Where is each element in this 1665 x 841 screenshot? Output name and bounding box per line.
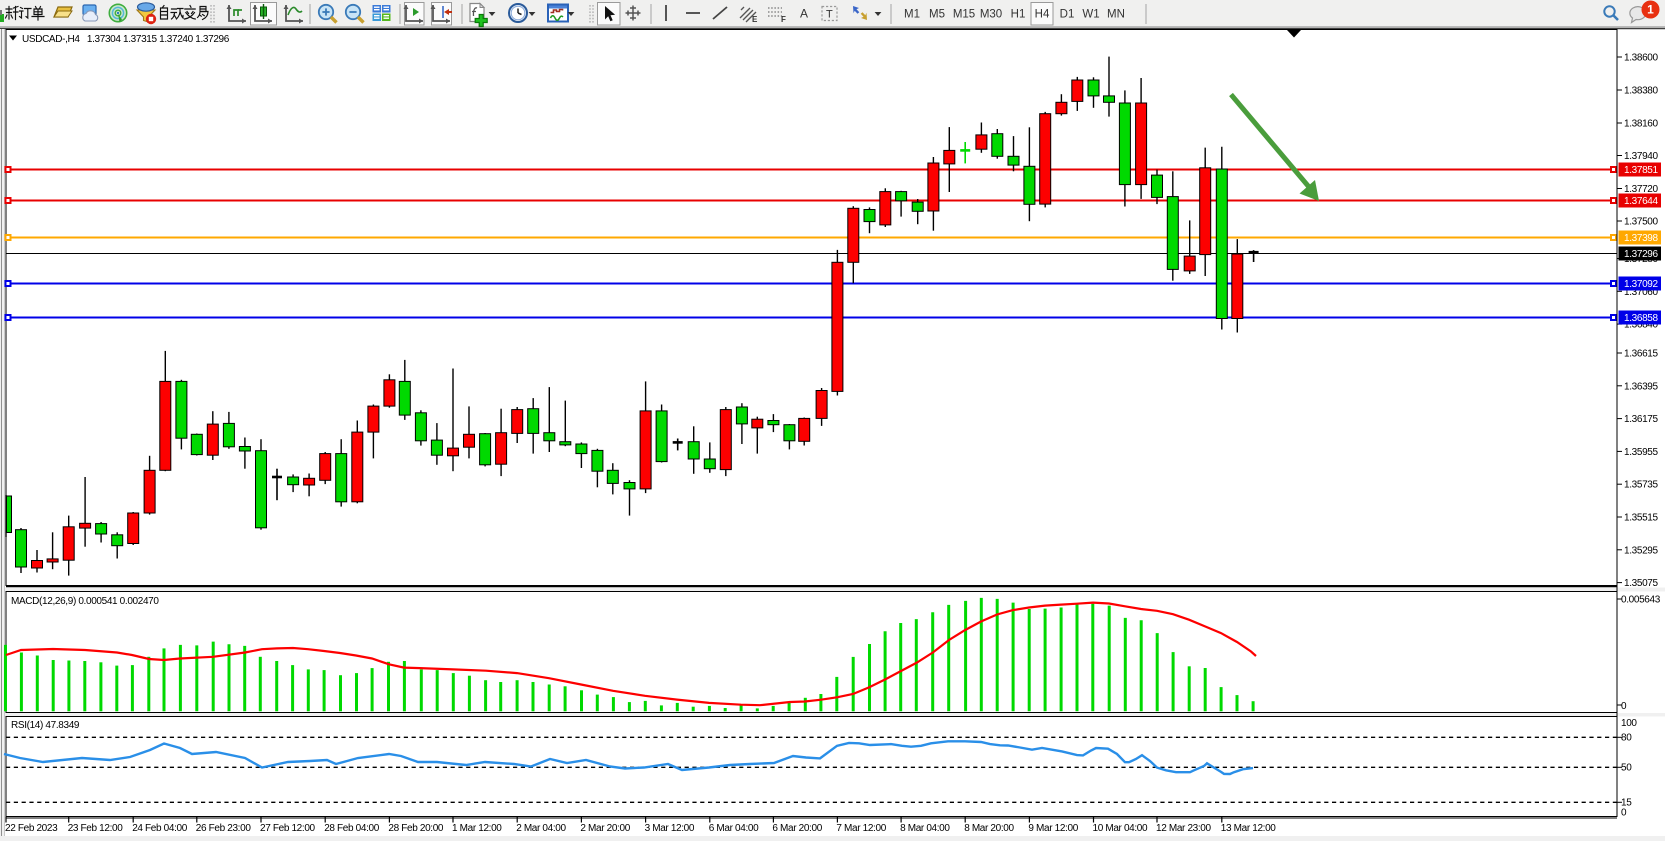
svg-text:1.38380: 1.38380 (1624, 86, 1658, 97)
svg-text:1.37500: 1.37500 (1624, 217, 1658, 228)
svg-text:1.37720: 1.37720 (1624, 184, 1658, 195)
svg-text:1.37398: 1.37398 (1624, 233, 1658, 244)
svg-text:0: 0 (1621, 701, 1627, 712)
svg-text:1.36840: 1.36840 (1624, 320, 1658, 331)
svg-text:M15: M15 (953, 9, 975, 21)
svg-text:E: E (752, 15, 758, 24)
svg-text:1.35075: 1.35075 (1624, 578, 1658, 589)
svg-text:1.38160: 1.38160 (1624, 119, 1658, 130)
svg-text:1.35295: 1.35295 (1624, 545, 1658, 556)
svg-text:8 Mar 20:00: 8 Mar 20:00 (964, 823, 1014, 834)
svg-text:USDCAD-,H4 1.37304 1.37315 1: USDCAD-,H4 1.37304 1.37315 1.37240 1.372… (22, 34, 230, 45)
svg-text:M5: M5 (929, 9, 945, 21)
svg-text:1.37940: 1.37940 (1624, 151, 1658, 162)
svg-text:1.36615: 1.36615 (1624, 349, 1658, 360)
svg-text:D1: D1 (1060, 9, 1075, 21)
svg-text:1: 1 (1647, 3, 1654, 17)
svg-text:23 Feb 12:00: 23 Feb 12:00 (68, 823, 124, 834)
svg-text:8 Mar 04:00: 8 Mar 04:00 (900, 823, 950, 834)
svg-text:1.38600: 1.38600 (1624, 53, 1658, 64)
svg-text:26 Feb 23:00: 26 Feb 23:00 (196, 823, 252, 834)
svg-text:2 Mar 04:00: 2 Mar 04:00 (516, 823, 566, 834)
svg-text:9 Mar 12:00: 9 Mar 12:00 (1028, 823, 1078, 834)
svg-text:12 Mar 23:00: 12 Mar 23:00 (1156, 823, 1212, 834)
svg-text:24 Feb 04:00: 24 Feb 04:00 (132, 823, 188, 834)
svg-text:1.36395: 1.36395 (1624, 381, 1658, 392)
svg-text:M30: M30 (980, 9, 1002, 21)
svg-text:M1: M1 (904, 9, 920, 21)
svg-text:W1: W1 (1082, 9, 1099, 21)
svg-text:A: A (800, 7, 808, 21)
svg-text:15: 15 (1621, 798, 1632, 809)
svg-text:6 Mar 04:00: 6 Mar 04:00 (709, 823, 759, 834)
svg-text:MACD(12,26,9) 0.000541 0.00247: MACD(12,26,9) 0.000541 0.002470 (11, 596, 159, 607)
svg-text:80: 80 (1621, 733, 1632, 744)
svg-text:1.35735: 1.35735 (1624, 480, 1658, 491)
svg-text:3 Mar 12:00: 3 Mar 12:00 (645, 823, 695, 834)
svg-text:50: 50 (1621, 763, 1632, 774)
svg-text:13 Mar 12:00: 13 Mar 12:00 (1221, 823, 1277, 834)
svg-text:0: 0 (1621, 808, 1627, 819)
svg-text:1 Mar 12:00: 1 Mar 12:00 (452, 823, 502, 834)
svg-text:H4: H4 (1035, 9, 1050, 21)
svg-text:27 Feb 12:00: 27 Feb 12:00 (260, 823, 316, 834)
svg-text:22 Feb 2023: 22 Feb 2023 (5, 823, 58, 834)
svg-text:7 Mar 12:00: 7 Mar 12:00 (836, 823, 886, 834)
svg-text:RSI(14) 47.8349: RSI(14) 47.8349 (11, 720, 80, 731)
svg-text:0.005643: 0.005643 (1621, 595, 1661, 606)
svg-text:6 Mar 20:00: 6 Mar 20:00 (772, 823, 822, 834)
svg-text:MN: MN (1107, 9, 1125, 21)
svg-text:1.36858: 1.36858 (1624, 313, 1658, 324)
svg-text:H1: H1 (1011, 9, 1026, 21)
svg-text:1.35955: 1.35955 (1624, 447, 1658, 458)
svg-text:10 Mar 04:00: 10 Mar 04:00 (1093, 823, 1149, 834)
svg-text:1.37060: 1.37060 (1624, 287, 1658, 298)
svg-text:100: 100 (1621, 718, 1637, 729)
svg-text:2 Mar 20:00: 2 Mar 20:00 (580, 823, 630, 834)
svg-text:F: F (781, 15, 786, 24)
svg-text:T: T (826, 9, 833, 21)
svg-text:1.37296: 1.37296 (1624, 249, 1658, 260)
svg-text:28 Feb 04:00: 28 Feb 04:00 (324, 823, 380, 834)
svg-text:1.37092: 1.37092 (1624, 279, 1658, 290)
svg-text:1.37851: 1.37851 (1624, 165, 1658, 176)
svg-text:1.37644: 1.37644 (1624, 196, 1658, 207)
svg-text:1.36175: 1.36175 (1624, 414, 1658, 425)
svg-text:1.35515: 1.35515 (1624, 513, 1658, 524)
svg-text:28 Feb 20:00: 28 Feb 20:00 (388, 823, 444, 834)
